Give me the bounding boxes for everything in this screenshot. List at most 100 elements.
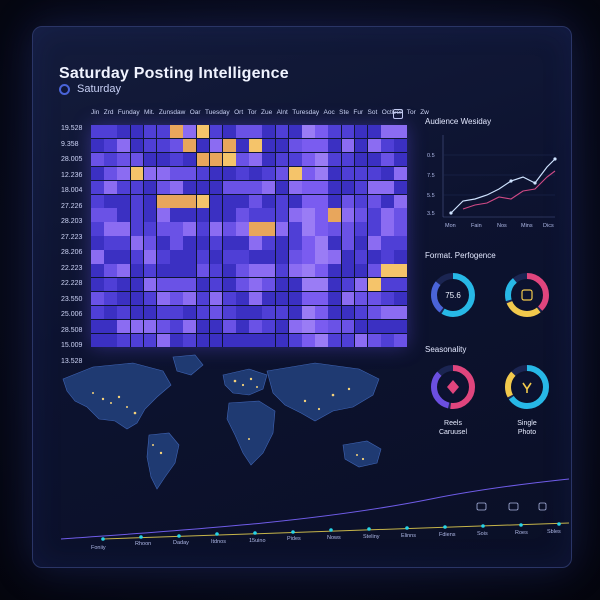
heatmap-cell[interactable] [354, 180, 368, 195]
heatmap-cell[interactable] [302, 180, 315, 195]
heatmap-cell[interactable] [222, 152, 236, 167]
heatmap-cell[interactable] [196, 208, 210, 222]
heatmap-cell[interactable] [354, 333, 368, 347]
heatmap-cell[interactable] [91, 250, 104, 264]
heatmap-cell[interactable] [143, 319, 157, 334]
heatmap-cell[interactable] [209, 208, 223, 222]
heatmap-cell[interactable] [288, 236, 302, 250]
heatmap-cell[interactable] [104, 250, 117, 264]
heatmap-cell[interactable] [315, 180, 328, 195]
heatmap-cell[interactable] [262, 264, 276, 278]
heatmap-cell[interactable] [236, 208, 249, 222]
heatmap-cell[interactable] [91, 264, 104, 278]
heatmap-cell[interactable] [209, 166, 223, 181]
heatmap-cell[interactable] [341, 166, 355, 181]
heatmap-cell[interactable] [275, 125, 289, 139]
heatmap-cell[interactable] [209, 180, 223, 195]
heatmap-cell[interactable] [262, 152, 276, 167]
heatmap-cell[interactable] [262, 333, 276, 347]
heatmap-cell[interactable] [341, 291, 355, 306]
heatmap-cell[interactable] [302, 152, 315, 167]
heatmap-cell[interactable] [288, 319, 302, 334]
heatmap-cell[interactable] [302, 264, 315, 278]
heatmap-cell[interactable] [315, 222, 328, 236]
heatmap-cell[interactable] [143, 264, 157, 278]
heatmap-cell[interactable] [275, 138, 289, 153]
heatmap-cell[interactable] [196, 236, 210, 250]
heatmap-cell[interactable] [156, 319, 170, 334]
heatmap-cell[interactable] [328, 152, 342, 167]
heatmap-cell[interactable] [143, 333, 157, 347]
heatmap-cell[interactable] [91, 138, 104, 153]
heatmap-cell[interactable] [394, 180, 407, 195]
heatmap-cell[interactable] [354, 152, 368, 167]
heatmap-cell[interactable] [183, 222, 196, 236]
heatmap-cell[interactable] [117, 152, 131, 167]
heatmap-cell[interactable] [183, 264, 196, 278]
heatmap-cell[interactable] [328, 305, 342, 320]
heatmap-cell[interactable] [130, 305, 144, 320]
heatmap-cell[interactable] [381, 333, 394, 347]
heatmap-cell[interactable] [222, 222, 236, 236]
heatmap-cell[interactable] [381, 305, 394, 320]
heatmap-cell[interactable] [209, 138, 223, 153]
heatmap-cell[interactable] [236, 152, 249, 167]
heatmap-cell[interactable] [249, 138, 262, 153]
heatmap-cell[interactable] [130, 208, 144, 222]
heatmap-cell[interactable] [328, 222, 342, 236]
heatmap-cell[interactable] [170, 222, 183, 236]
heatmap-cell[interactable] [367, 305, 381, 320]
heatmap-cell[interactable] [170, 333, 183, 347]
heatmap-cell[interactable] [341, 305, 355, 320]
heatmap-cell[interactable] [367, 125, 381, 139]
heatmap-cell[interactable] [183, 208, 196, 222]
heatmap-cell[interactable] [288, 333, 302, 347]
heatmap-cell[interactable] [130, 125, 144, 139]
day-filter[interactable]: Saturday [59, 83, 121, 95]
heatmap-cell[interactable] [209, 194, 223, 208]
heatmap-cell[interactable] [117, 222, 131, 236]
heatmap-cell[interactable] [341, 250, 355, 264]
heatmap-cell[interactable] [196, 166, 210, 181]
heatmap-cell[interactable] [170, 236, 183, 250]
heatmap-cell[interactable] [288, 138, 302, 153]
heatmap-cell[interactable] [183, 333, 196, 347]
heatmap-cell[interactable] [209, 125, 223, 139]
heatmap-cell[interactable] [341, 138, 355, 153]
heatmap-cell[interactable] [249, 152, 262, 167]
heatmap-cell[interactable] [367, 250, 381, 264]
heatmap-cell[interactable] [117, 291, 131, 306]
heatmap-cell[interactable] [236, 138, 249, 153]
heatmap-cell[interactable] [328, 125, 342, 139]
heatmap-cell[interactable] [262, 180, 276, 195]
heatmap-cell[interactable] [91, 125, 104, 139]
heatmap-cell[interactable] [288, 291, 302, 306]
heatmap-cell[interactable] [91, 291, 104, 306]
heatmap-cell[interactable] [222, 166, 236, 181]
heatmap-cell[interactable] [275, 222, 289, 236]
heatmap-cell[interactable] [196, 152, 210, 167]
heatmap-cell[interactable] [354, 236, 368, 250]
heatmap-cell[interactable] [104, 222, 117, 236]
heatmap-cell[interactable] [249, 277, 262, 292]
heatmap-cell[interactable] [222, 138, 236, 153]
heatmap-cell[interactable] [288, 152, 302, 167]
heatmap-cell[interactable] [196, 277, 210, 292]
heatmap-cell[interactable] [170, 138, 183, 153]
heatmap-cell[interactable] [236, 305, 249, 320]
heatmap-cell[interactable] [117, 125, 131, 139]
heatmap-cell[interactable] [130, 264, 144, 278]
heatmap-cell[interactable] [104, 138, 117, 153]
heatmap-cell[interactable] [170, 250, 183, 264]
heatmap-cell[interactable] [249, 319, 262, 334]
heatmap-cell[interactable] [117, 138, 131, 153]
heatmap-cell[interactable] [156, 152, 170, 167]
heatmap-cell[interactable] [143, 236, 157, 250]
heatmap-cell[interactable] [367, 277, 381, 292]
heatmap-cell[interactable] [236, 264, 249, 278]
heatmap-cell[interactable] [275, 291, 289, 306]
format-donut-2[interactable] [503, 271, 551, 319]
heatmap-cell[interactable] [381, 319, 394, 334]
heatmap-cell[interactable] [156, 208, 170, 222]
heatmap-cell[interactable] [130, 333, 144, 347]
